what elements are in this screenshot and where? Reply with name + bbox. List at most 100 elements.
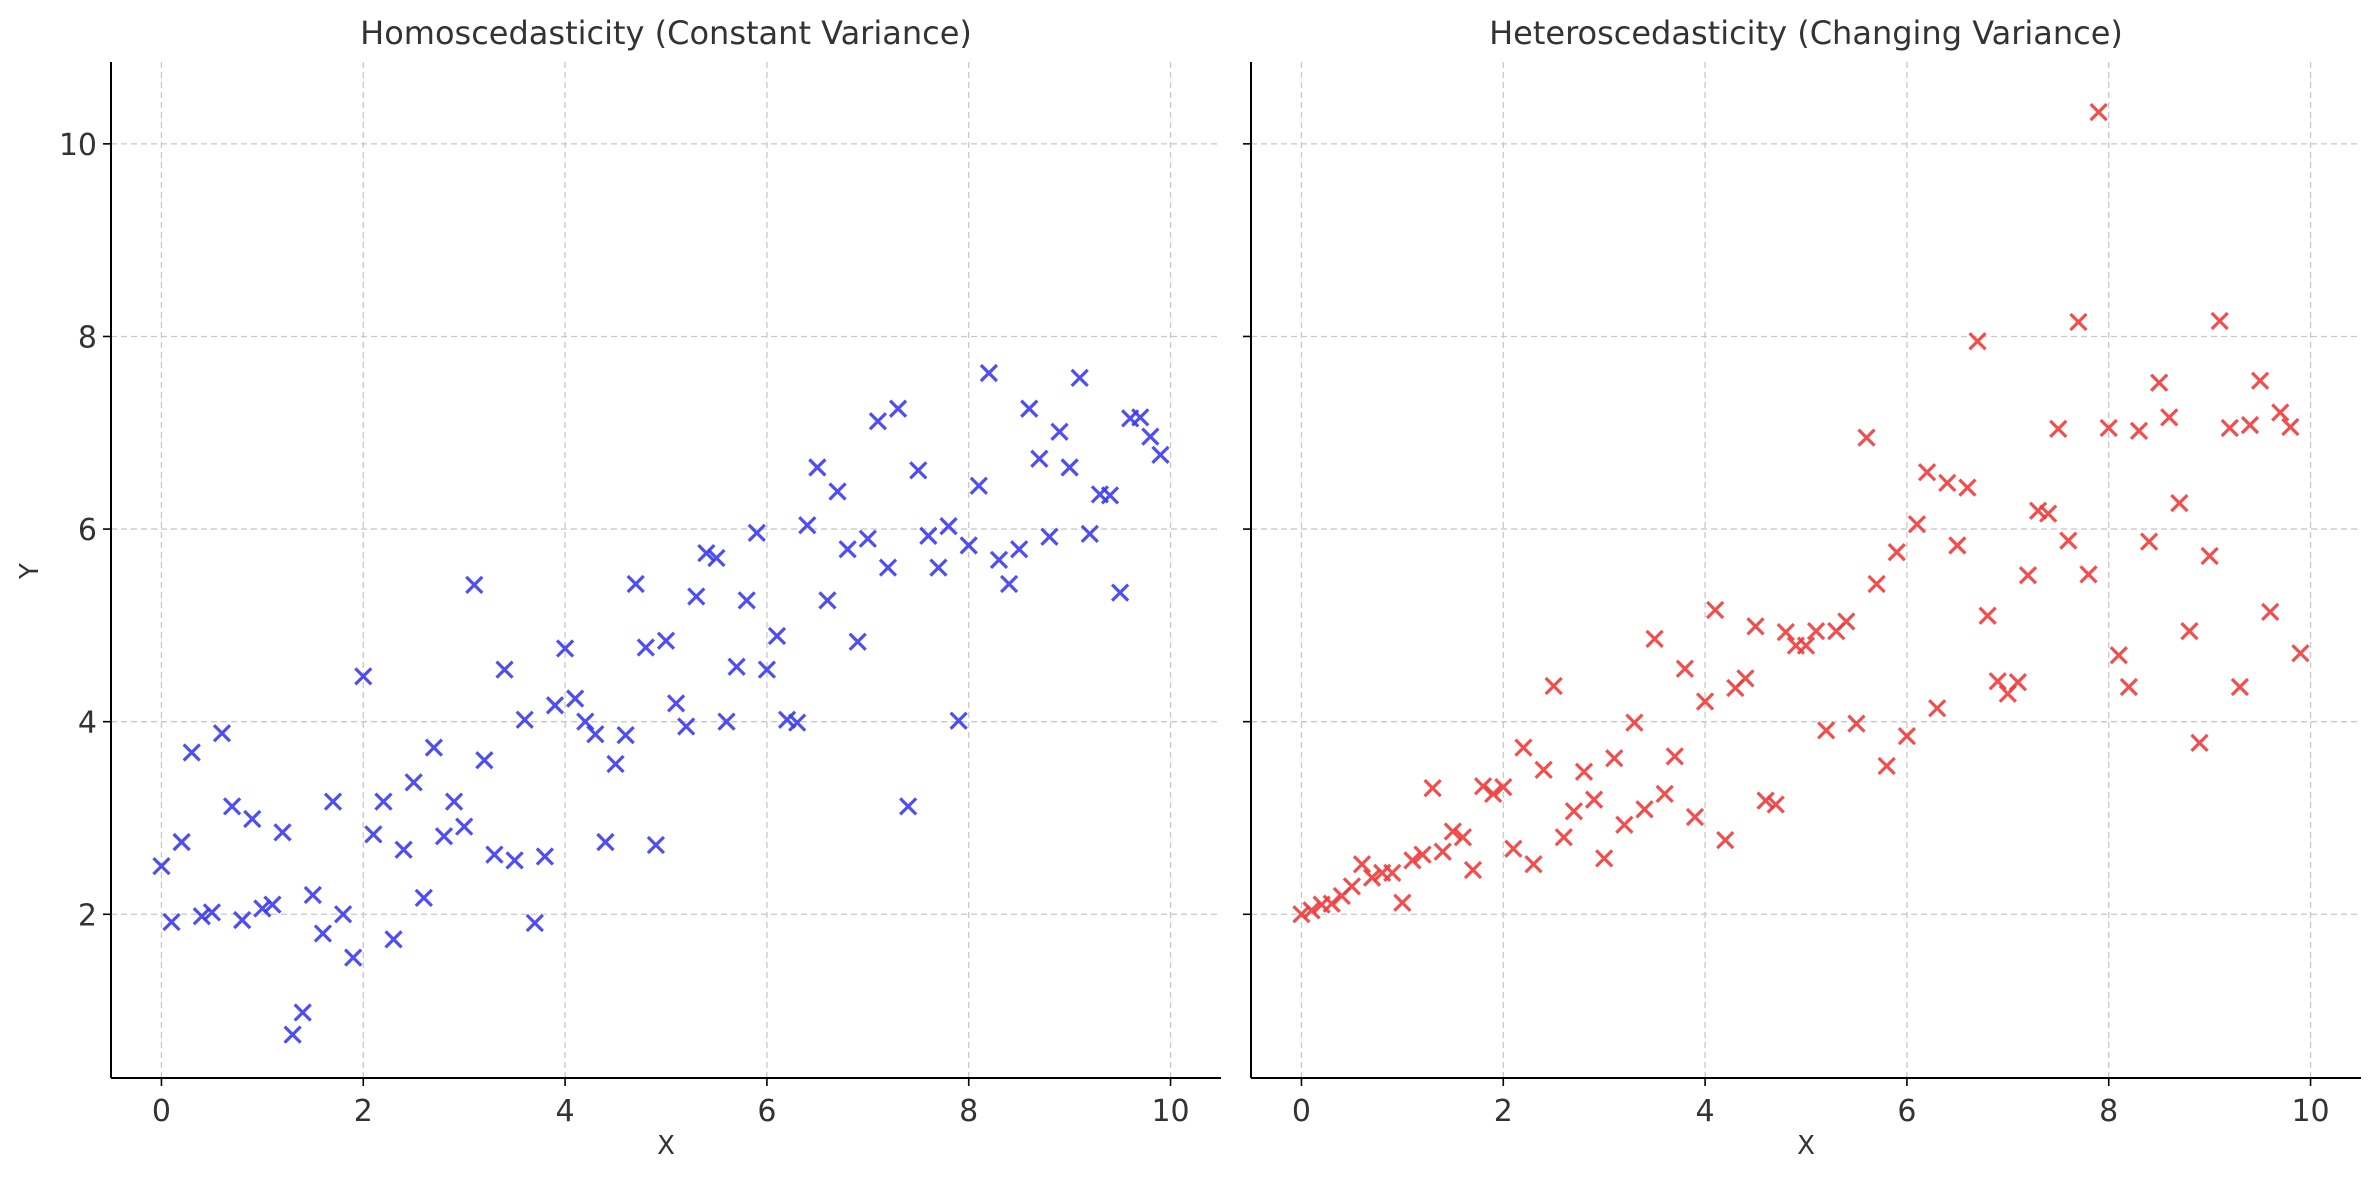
left-data-point bbox=[424, 738, 444, 757]
left-data-point bbox=[192, 907, 211, 926]
left-data-point bbox=[788, 713, 807, 732]
right-grid bbox=[1251, 62, 2361, 1078]
right-data-point bbox=[1746, 617, 1765, 636]
left-y-tick-label: 4 bbox=[78, 706, 97, 741]
right-data-point bbox=[1413, 845, 1432, 864]
right-data-point bbox=[1504, 839, 1523, 858]
left-y-tick-label: 8 bbox=[78, 320, 97, 355]
left-data-point bbox=[717, 712, 736, 731]
left-ticks: 0 2 4 6 8 10 2 4 6 8 10 bbox=[59, 128, 1190, 1129]
left-data-point bbox=[1100, 486, 1120, 505]
left-data-point bbox=[525, 913, 544, 933]
right-data-point bbox=[1403, 851, 1422, 870]
right-data-point bbox=[1584, 790, 1604, 809]
left-data-point bbox=[555, 639, 575, 658]
right-data-point bbox=[1756, 791, 1775, 810]
left-data-point bbox=[434, 827, 454, 846]
left-data-point bbox=[798, 516, 817, 535]
left-x-tick-label: 8 bbox=[959, 1094, 978, 1129]
left-y-tick-label: 10 bbox=[59, 128, 97, 163]
left-data-point bbox=[636, 638, 655, 657]
right-x-axis-label: X bbox=[1797, 1131, 1815, 1161]
right-data-point bbox=[1776, 622, 1795, 642]
right-data-point bbox=[1635, 800, 1654, 819]
right-data-point bbox=[1766, 795, 1785, 814]
right-data-point bbox=[1322, 894, 1341, 913]
right-data-point bbox=[2281, 417, 2300, 437]
right-data-point bbox=[2230, 677, 2250, 697]
left-data-point bbox=[979, 363, 999, 383]
right-data-point bbox=[2099, 418, 2118, 438]
right-data-point bbox=[1887, 543, 1906, 562]
right-data-point bbox=[1917, 463, 1937, 482]
left-data-point bbox=[202, 903, 222, 922]
left-data-point bbox=[878, 558, 898, 577]
right-x-tick-label: 2 bbox=[1494, 1094, 1513, 1129]
left-data-point bbox=[919, 526, 938, 545]
right-scatter-panel: 0 2 4 6 8 10 Heteroscedasticity (Changing Var… bbox=[1243, 14, 2361, 1161]
right-data-point bbox=[1675, 659, 1695, 678]
right-data-point bbox=[2109, 646, 2128, 665]
right-data-point bbox=[1817, 721, 1836, 740]
left-data-point bbox=[949, 711, 968, 730]
left-data-point bbox=[333, 905, 353, 924]
left-data-point bbox=[838, 540, 857, 559]
right-data-point bbox=[2039, 504, 2058, 523]
left-data-point bbox=[404, 773, 423, 792]
left-data-point bbox=[293, 1003, 312, 1022]
left-data-point bbox=[253, 899, 272, 918]
left-data-point bbox=[465, 575, 484, 595]
left-data-point bbox=[1110, 583, 1130, 602]
left-data-point bbox=[162, 912, 181, 932]
left-y-tick-label: 2 bbox=[78, 898, 97, 933]
left-data-point bbox=[263, 895, 282, 914]
left-data-point bbox=[757, 660, 777, 679]
left-data-point bbox=[283, 1025, 302, 1044]
right-data-point bbox=[2089, 102, 2108, 122]
left-data-point bbox=[969, 476, 988, 495]
right-data-point bbox=[1685, 807, 1705, 827]
left-data-point bbox=[767, 626, 787, 646]
right-data-point bbox=[1988, 672, 2007, 691]
left-data-point bbox=[707, 548, 726, 568]
right-data-point bbox=[1968, 332, 1987, 351]
right-marks bbox=[1292, 102, 2310, 924]
right-data-point bbox=[1433, 842, 1452, 861]
right-data-point bbox=[2069, 312, 2088, 332]
left-data-point bbox=[818, 591, 837, 610]
right-data-point bbox=[1595, 849, 1614, 868]
left-data-point bbox=[152, 857, 171, 876]
right-data-point bbox=[1907, 515, 1927, 534]
left-data-point bbox=[858, 529, 877, 548]
left-data-point bbox=[212, 724, 232, 743]
left-data-point bbox=[848, 632, 867, 651]
right-data-point bbox=[1574, 762, 1594, 781]
left-data-point bbox=[1131, 408, 1150, 427]
left-data-point bbox=[344, 948, 363, 967]
right-data-point bbox=[1938, 473, 1957, 492]
right-x-tick-label: 4 bbox=[1696, 1094, 1715, 1129]
left-data-point bbox=[485, 845, 504, 864]
left-data-point bbox=[989, 550, 1009, 570]
right-data-point bbox=[2008, 673, 2028, 692]
left-data-point bbox=[172, 832, 191, 852]
right-data-point bbox=[1524, 855, 1543, 874]
left-grid bbox=[111, 62, 1221, 1078]
left-data-point bbox=[182, 743, 201, 762]
left-data-point bbox=[828, 482, 847, 501]
right-data-point bbox=[2210, 311, 2229, 331]
right-data-point bbox=[2129, 421, 2149, 440]
right-data-point bbox=[1393, 893, 1412, 912]
left-data-point bbox=[666, 694, 686, 713]
right-data-point bbox=[1473, 777, 1493, 796]
left-data-point bbox=[606, 754, 625, 774]
left-data-point bbox=[596, 832, 615, 852]
left-data-point bbox=[999, 574, 1019, 594]
right-data-point bbox=[1564, 802, 1584, 821]
left-data-point bbox=[677, 717, 696, 736]
left-data-point bbox=[899, 797, 918, 816]
left-data-point bbox=[616, 726, 635, 745]
left-data-point bbox=[1040, 527, 1059, 546]
left-data-point bbox=[233, 910, 252, 930]
left-data-point bbox=[1141, 427, 1160, 446]
